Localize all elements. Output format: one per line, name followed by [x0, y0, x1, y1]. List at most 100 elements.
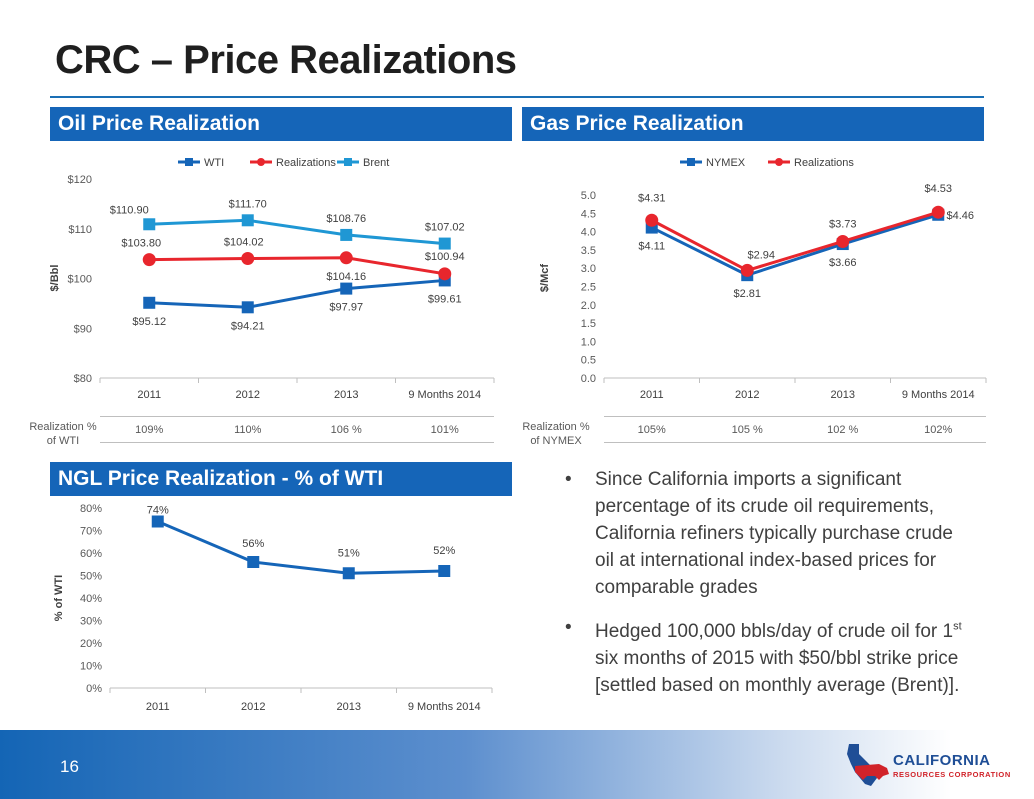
gas-realization-label-line2: of NYMEX	[530, 435, 582, 447]
oil-realization-label-line1: Realization %	[29, 421, 97, 433]
y-axis-label: $/Mcf	[539, 264, 551, 292]
bullet-list: • Since California imports a significant…	[565, 466, 965, 712]
bullet-text-2: Hedged 100,000 bbls/day of crude oil for…	[595, 621, 962, 696]
series-line-ngl-of-wti	[157, 520, 445, 575]
series-line-wti	[149, 278, 445, 309]
data-point	[151, 515, 164, 528]
y-tick-label: 70%	[80, 526, 102, 538]
data-label: $107.02	[425, 222, 465, 234]
x-tick-label: 2011	[640, 389, 664, 401]
gas-realization-value: 105%	[637, 424, 666, 436]
oil-realization-value: 106 %	[330, 424, 362, 436]
data-point	[740, 263, 754, 277]
legend-label: WTI	[204, 157, 224, 169]
ngl-panel-header: NGL Price Realization - % of WTI	[50, 462, 512, 496]
y-tick-label: 5.0	[581, 190, 596, 202]
data-point	[836, 234, 850, 248]
data-label: $104.16	[326, 271, 366, 283]
y-tick-label: 2.5	[581, 282, 596, 294]
y-tick-label: 3.5	[581, 245, 596, 257]
gas-panel-header: Gas Price Realization	[522, 107, 984, 141]
data-label: $3.73	[829, 218, 857, 230]
data-label: $4.53	[924, 183, 952, 195]
bullet-text-2-sup: st	[953, 621, 962, 633]
oil-panel-header: Oil Price Realization	[50, 107, 512, 141]
data-point	[339, 251, 353, 265]
data-point	[438, 237, 451, 250]
legend-label: Brent	[363, 157, 389, 169]
y-tick-label: 1.5	[581, 318, 596, 330]
gas-realization-label-line1: Realization %	[522, 421, 590, 433]
bullet-dot-icon: •	[565, 469, 572, 490]
oil-realization-value: 110%	[234, 424, 262, 436]
y-tick-label: 20%	[80, 638, 102, 650]
data-label: 51%	[338, 547, 360, 559]
x-tick-label: 2011	[137, 389, 161, 401]
title-divider	[50, 96, 984, 98]
bullet-item: • Since California imports a significant…	[565, 466, 965, 601]
data-point	[241, 214, 254, 227]
data-point	[241, 301, 254, 314]
x-tick-label: 9 Months 2014	[408, 701, 481, 713]
data-point	[340, 228, 353, 241]
gas-realization-value: 105 %	[731, 424, 763, 436]
x-tick-label: 2013	[831, 389, 855, 401]
y-tick-label: 4.5	[581, 208, 596, 220]
data-point	[142, 253, 156, 267]
legend-marker	[775, 158, 783, 166]
data-label: $4.46	[946, 210, 974, 222]
x-tick-label: 2012	[241, 701, 265, 713]
y-tick-label: $120	[68, 174, 92, 186]
legend-marker	[185, 158, 193, 166]
data-point	[143, 218, 156, 231]
page-number: 16	[60, 757, 79, 776]
x-tick-label: 2012	[735, 389, 759, 401]
legend-marker	[257, 158, 265, 166]
series-line-realizations	[651, 210, 939, 273]
gas-realization-label: Realization % of NYMEX	[519, 420, 593, 448]
gas-realization-rule-bottom	[604, 442, 986, 443]
y-tick-label: 1.0	[581, 336, 596, 348]
x-tick-label: 2011	[146, 701, 170, 713]
data-label: $95.12	[132, 316, 166, 328]
data-point	[645, 213, 659, 227]
y-tick-label: $80	[74, 373, 92, 385]
data-label: $103.80	[121, 238, 161, 250]
legend-marker	[687, 158, 695, 166]
oil-realization-rule-bottom	[100, 442, 494, 443]
bullet-text-2-post: six months of 2015 with $50/bbl strike p…	[595, 648, 960, 697]
data-point	[247, 556, 260, 568]
legend-label: Realizations	[276, 157, 336, 169]
data-label: $104.02	[224, 237, 264, 249]
y-tick-label: 0.5	[581, 355, 596, 367]
series-line-realizations	[149, 256, 445, 276]
y-tick-label: 80%	[80, 503, 102, 515]
x-tick-label: 9 Months 2014	[408, 389, 481, 401]
page-title: CRC – Price Realizations	[55, 38, 517, 82]
x-tick-label: 2012	[236, 389, 260, 401]
gas-realization-value: 102 %	[827, 424, 859, 436]
y-tick-label: $90	[74, 323, 92, 335]
data-label: $4.11	[638, 241, 665, 253]
series-line-brent	[149, 218, 445, 246]
bullet-text-2-pre: Hedged 100,000 bbls/day of crude oil for…	[595, 621, 954, 643]
data-label: $108.76	[326, 213, 366, 225]
y-tick-label: 60%	[80, 548, 102, 560]
y-axis-label: $/Bbl	[49, 265, 61, 292]
legend-label: NYMEX	[706, 157, 746, 169]
logo-text-california: CALIFORNIA	[893, 752, 991, 769]
y-tick-label: 10%	[80, 661, 102, 673]
data-point	[438, 565, 451, 577]
y-tick-label: $100	[68, 274, 92, 286]
y-tick-label: $110	[68, 224, 92, 236]
data-label: $99.61	[428, 293, 462, 305]
y-tick-label: 2.0	[581, 300, 596, 312]
data-label: 52%	[433, 545, 455, 557]
oil-realization-value: 101%	[430, 424, 459, 436]
bullet-item: • Hedged 100,000 bbls/day of crude oil f…	[565, 614, 965, 699]
data-point	[143, 296, 156, 309]
series-line-nymex	[651, 213, 939, 277]
company-logo	[847, 744, 889, 786]
